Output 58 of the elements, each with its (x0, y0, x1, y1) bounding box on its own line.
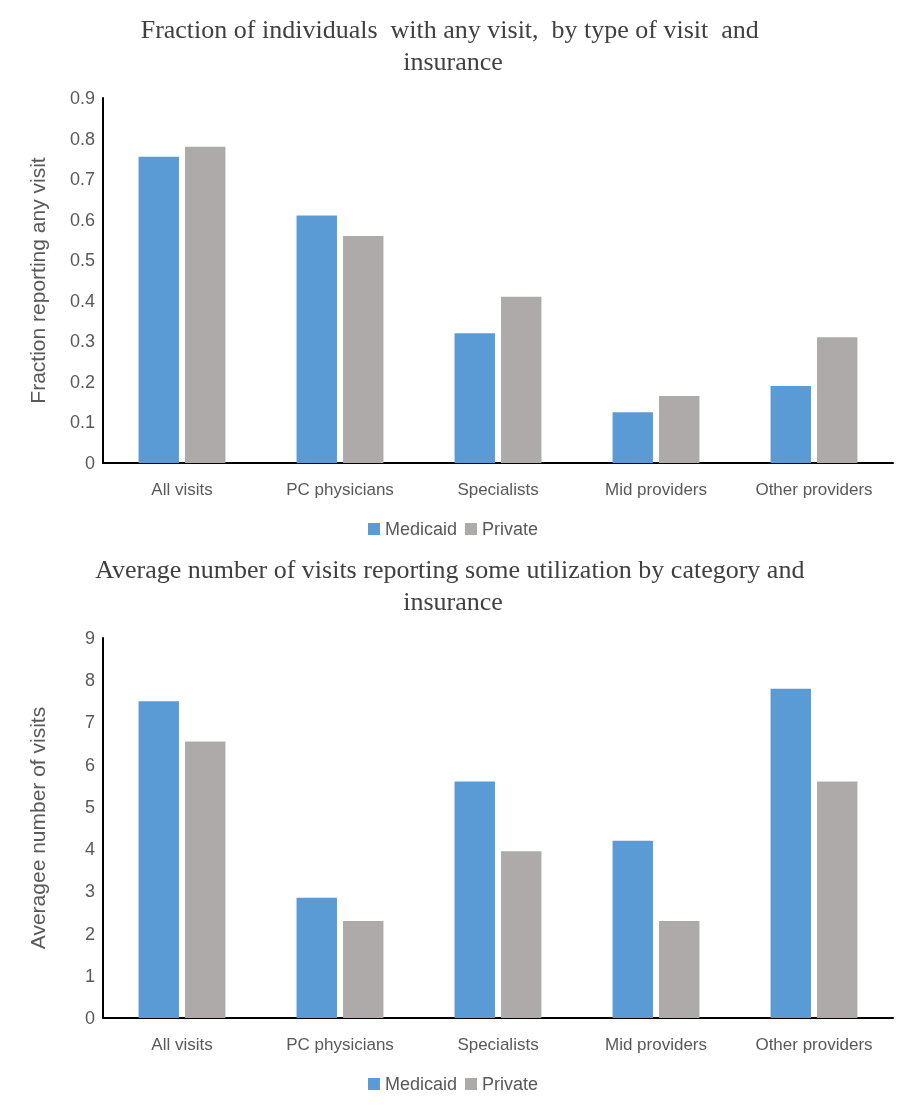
bar (817, 781, 858, 1018)
bar (612, 840, 653, 1018)
bar (185, 146, 226, 463)
y-tick-label: 7 (84, 712, 95, 733)
chart-title: Fraction of individuals with any visit, by type of visit and insurance (140, 14, 766, 76)
legend-label: Private (482, 1074, 539, 1094)
bar (454, 333, 495, 463)
bar (770, 688, 811, 1018)
y-tick-label: 0.9 (69, 88, 95, 108)
bar (501, 851, 542, 1018)
legend-label: Private (482, 519, 539, 539)
y-tick-label: 0.7 (69, 169, 95, 190)
y-tick-label: 0.4 (69, 290, 95, 311)
y-tick-label: 0 (84, 1008, 95, 1028)
bar (296, 215, 337, 463)
y-tick-label: 5 (84, 796, 95, 817)
x-tick-label: Other providers (755, 1035, 873, 1054)
y-axis-title: Fraction reporting any visit (26, 157, 49, 404)
y-tick-label: 0.2 (69, 371, 95, 392)
bar (817, 337, 858, 463)
x-tick-label: Other providers (755, 480, 873, 499)
y-tick-label: 3 (84, 881, 95, 902)
bar (185, 741, 226, 1018)
bar (138, 156, 179, 463)
y-tick-label: 0.6 (69, 209, 95, 230)
bar (296, 897, 337, 1018)
bar (343, 920, 384, 1018)
bar (770, 385, 811, 463)
x-tick-label: Mid providers (604, 480, 708, 499)
y-tick-label: 0.3 (69, 331, 95, 352)
y-tick-label: 2 (84, 923, 95, 944)
y-tick-label: 0.1 (69, 412, 95, 433)
chart-title: Average number of visits reporting some utilization by category and insurance (95, 554, 811, 616)
bar (501, 296, 542, 463)
x-tick-label: Specialists (457, 1035, 539, 1054)
y-tick-label: 9 (84, 628, 95, 648)
x-tick-label: All visits (151, 1035, 213, 1054)
x-tick-label: PC physicians (286, 480, 394, 499)
x-tick-label: Specialists (457, 480, 539, 499)
legend-label: Medicaid (384, 519, 458, 539)
x-tick-label: PC physicians (286, 1035, 394, 1054)
legend-label: Medicaid (384, 1074, 458, 1094)
y-tick-label: 0.8 (69, 128, 95, 149)
y-tick-label: 6 (84, 754, 95, 775)
bar (454, 781, 495, 1018)
x-tick-label: Mid providers (604, 1035, 708, 1054)
bar (659, 396, 700, 463)
bar (612, 412, 653, 463)
y-tick-label: 0.5 (69, 250, 95, 271)
bar (343, 235, 384, 463)
y-axis-title: Averagee number of visits (26, 706, 49, 950)
bar (138, 701, 179, 1018)
y-tick-label: 1 (84, 965, 95, 986)
x-tick-label: All visits (151, 480, 213, 499)
bar (659, 920, 700, 1018)
y-tick-label: 8 (84, 670, 95, 691)
y-tick-label: 0 (84, 453, 95, 473)
y-tick-label: 4 (84, 839, 95, 860)
